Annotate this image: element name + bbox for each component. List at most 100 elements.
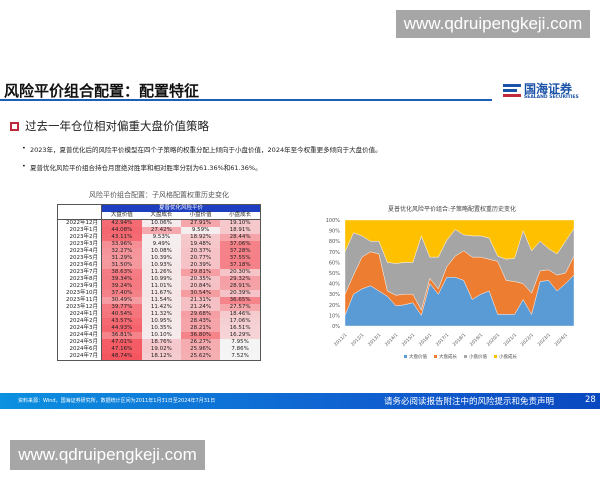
- table-cell: 36.81%: [101, 332, 142, 339]
- table-cell: 7.86%: [220, 346, 261, 353]
- x-tick-label: 2014/1: [384, 332, 400, 348]
- page-title: 风险平价组合配置：配置特征: [4, 82, 200, 100]
- table-cell: 40.54%: [101, 311, 142, 318]
- table-cell: 9.53%: [141, 234, 181, 241]
- section-heading: 过去一年仓位相对偏重大盘价值策略: [10, 118, 209, 134]
- table-cell: 18.92%: [180, 234, 221, 241]
- legend-swatch: [494, 355, 497, 358]
- column-header: 大盘价值: [101, 212, 142, 220]
- table-cell: 28.91%: [220, 283, 261, 290]
- table-cell: 42.94%: [101, 219, 142, 227]
- table-cell: 19.48%: [180, 241, 221, 248]
- table-cell: 43.57%: [101, 318, 142, 325]
- disclaimer: 请务必阅读报告附注中的风险提示和免责声明: [384, 397, 555, 407]
- source-note: 资料来源：Wind，国海证券研究所，数据统计区间为2011年1月31日至2024…: [18, 398, 216, 404]
- table-cell: 20.77%: [180, 255, 221, 262]
- table-row: 2023年4月 32.27% 10.08% 20.37% 37.28%: [57, 248, 261, 255]
- row-label: 2024年7月: [57, 353, 102, 361]
- table-cell: 48.74%: [101, 353, 142, 361]
- table-cell: 36.65%: [220, 297, 261, 304]
- table-cell: 18.91%: [220, 227, 261, 234]
- row-label: 2023年3月: [57, 241, 102, 248]
- table-cell: 38.63%: [101, 269, 142, 276]
- table-cell: 11.01%: [141, 283, 181, 290]
- row-label: 2023年10月: [57, 290, 102, 297]
- table-row: 2024年3月 44.93% 10.35% 28.21% 16.51%: [57, 325, 261, 332]
- table-row: 2023年1月 44.08% 27.42% 9.59% 18.91%: [57, 227, 261, 234]
- legend-label: 小盘价值: [469, 353, 487, 360]
- y-tick-label: 50%: [329, 271, 340, 277]
- table-cell: 37.18%: [220, 262, 261, 269]
- table-cell: 37.06%: [220, 241, 261, 248]
- y-tick-label: 20%: [329, 303, 340, 309]
- table-cell: 7.52%: [220, 353, 261, 361]
- table-row: 2023年3月 33.96% 9.49% 19.48% 37.06%: [57, 241, 261, 248]
- table-cell: 28.44%: [220, 234, 261, 241]
- row-label: 2023年2月: [57, 234, 102, 241]
- logo-en: SEALAND SECURITIES: [524, 94, 579, 100]
- y-tick-label: 100%: [326, 218, 341, 224]
- table-cell: 28.43%: [180, 318, 221, 325]
- table-cell: 44.93%: [101, 325, 142, 332]
- area-series-4: [344, 219, 575, 264]
- chart-title: 夏普优化风险平价组合:子策略配置权重历史变化: [388, 205, 516, 213]
- column-header: 小盘价值: [180, 212, 221, 220]
- table-cell: 18.76%: [141, 339, 181, 346]
- table-cell: 39.24%: [101, 283, 142, 290]
- table-cell: 25.62%: [180, 353, 221, 361]
- group-label: 夏普优化风险平价: [101, 204, 261, 212]
- x-tick-label: 2015/1: [401, 332, 417, 348]
- x-tick-label: 2023/1: [537, 332, 553, 348]
- y-tick-label: 40%: [329, 282, 340, 288]
- table-row: 2024年1月 40.54% 11.32% 29.68% 18.46%: [57, 311, 261, 318]
- table-cell: 7.95%: [220, 339, 261, 346]
- table-cell: 27.42%: [141, 227, 181, 234]
- table-cell: 29.81%: [180, 269, 221, 276]
- table-cell: 26.27%: [180, 339, 221, 346]
- table-row: 2023年2月 43.11% 9.53% 18.92% 28.44%: [57, 234, 261, 241]
- y-tick-label: 80%: [329, 239, 340, 245]
- table-cell: 43.11%: [101, 234, 142, 241]
- row-label: 2023年1月: [57, 227, 102, 234]
- y-tick-label: 0%: [332, 324, 340, 330]
- table-row: 2022年12月 42.94% 10.06% 27.91% 19.10%: [57, 219, 261, 227]
- footer-bar: 资料来源：Wind，国海证券研究所，数据统计区间为2011年1月31日至2024…: [0, 393, 600, 409]
- row-label: 2024年3月: [57, 325, 102, 332]
- table-row: 2023年8月 39.34% 10.99% 20.35% 29.32%: [57, 276, 261, 283]
- table-cell: 47.16%: [101, 346, 142, 353]
- table-cell: 10.99%: [141, 276, 181, 283]
- table-cell: 21.31%: [180, 297, 221, 304]
- table-cell: 19.02%: [141, 346, 181, 353]
- legend-label: 大盘成长: [439, 353, 457, 360]
- table-cell: 20.39%: [180, 262, 221, 269]
- table-cell: 10.08%: [141, 248, 181, 255]
- table-cell: 28.21%: [180, 325, 221, 332]
- x-tick-label: 2012/1: [350, 332, 366, 348]
- table-cell: 10.10%: [141, 332, 181, 339]
- table-cell: 29.32%: [220, 276, 261, 283]
- table-row: 2024年6月 47.16% 19.02% 25.96% 7.86%: [57, 346, 261, 353]
- table-cell: 20.35%: [180, 276, 221, 283]
- table-cell: 30.54%: [180, 290, 221, 297]
- logo-name: 国海证券: [524, 81, 573, 96]
- y-tick-label: 70%: [329, 250, 340, 256]
- x-tick-label: 2017/1: [435, 332, 451, 348]
- table-cell: 36.80%: [180, 332, 221, 339]
- x-tick-label: 2016/1: [418, 332, 434, 348]
- legend-label: 小盘成长: [499, 353, 517, 360]
- table-cell: 11.54%: [141, 297, 181, 304]
- x-tick-label: 2024/1: [553, 332, 569, 348]
- table-cell: 31.50%: [101, 262, 142, 269]
- table-cell: 30.49%: [101, 297, 142, 304]
- table-row: 2023年12月 39.77% 11.42% 21.24% 27.57%: [57, 304, 261, 311]
- table-cell: 29.68%: [180, 311, 221, 318]
- page-number: 28: [585, 395, 596, 405]
- legend-swatch: [404, 355, 407, 358]
- row-label: 2022年12月: [57, 219, 102, 227]
- table-row: 2024年4月 36.81% 10.10% 36.80% 16.29%: [57, 332, 261, 339]
- y-tick-label: 30%: [329, 292, 340, 298]
- table-cell: 11.42%: [141, 304, 181, 311]
- table-cell: 21.24%: [180, 304, 221, 311]
- table-cell: 11.26%: [141, 269, 181, 276]
- table-cell: 16.29%: [220, 332, 261, 339]
